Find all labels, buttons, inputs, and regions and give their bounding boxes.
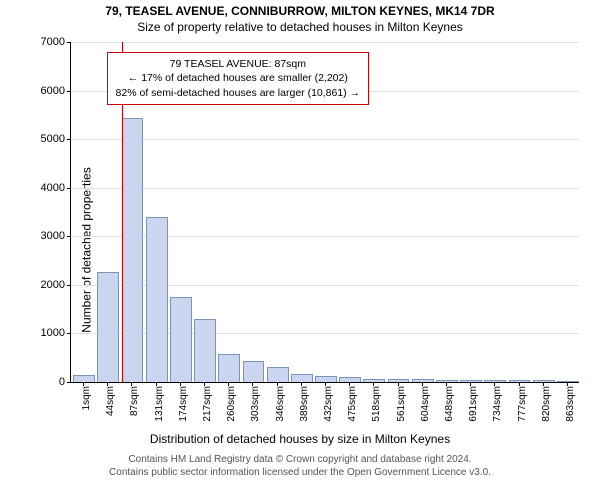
ytick-label: 4000 — [41, 182, 71, 194]
ytick-label: 1000 — [41, 327, 71, 339]
bar — [73, 375, 95, 382]
annotation-line: 79 TEASEL AVENUE: 87sqm — [116, 57, 361, 71]
xtick-label: 691sqm — [468, 386, 479, 422]
ytick-label: 3000 — [41, 230, 71, 242]
xtick-label: 863sqm — [565, 386, 576, 422]
annotation-box: 79 TEASEL AVENUE: 87sqm← 17% of detached… — [107, 52, 370, 105]
bar — [194, 319, 216, 382]
credits: Contains HM Land Registry data © Crown c… — [0, 454, 600, 479]
bar — [97, 272, 119, 382]
xtick-label: 432sqm — [323, 386, 334, 422]
xtick-label: 604sqm — [420, 386, 431, 422]
xtick-label: 518sqm — [371, 386, 382, 422]
chart-title-main: 79, TEASEL AVENUE, CONNIBURROW, MILTON K… — [0, 4, 600, 18]
bar — [122, 118, 144, 382]
xtick-label: 734sqm — [492, 386, 503, 422]
ytick-label: 7000 — [41, 36, 71, 48]
xtick-label: 44sqm — [105, 386, 116, 416]
gridline — [71, 42, 579, 43]
credit-line-1: Contains HM Land Registry data © Crown c… — [0, 454, 600, 467]
x-axis-label: Distribution of detached houses by size … — [0, 432, 600, 446]
xtick-label: 174sqm — [178, 386, 189, 422]
bar — [557, 381, 579, 382]
bar — [243, 361, 265, 382]
xtick-label: 648sqm — [444, 386, 455, 422]
xtick-label: 260sqm — [226, 386, 237, 422]
plot-area: 010002000300040005000600070001sqm44sqm87… — [70, 42, 579, 383]
xtick-label: 561sqm — [396, 386, 407, 422]
bar — [412, 379, 434, 382]
chart-title-sub: Size of property relative to detached ho… — [0, 20, 600, 34]
annotation-line: 82% of semi-detached houses are larger (… — [116, 86, 361, 100]
bar — [436, 380, 458, 382]
bar — [291, 374, 313, 382]
ytick-label: 0 — [59, 376, 71, 388]
bar — [146, 217, 168, 382]
xtick-label: 1sqm — [81, 386, 92, 410]
xtick-label: 87sqm — [129, 386, 140, 416]
gridline — [71, 139, 579, 140]
ytick-label: 6000 — [41, 85, 71, 97]
xtick-label: 131sqm — [154, 386, 165, 422]
ytick-label: 2000 — [41, 279, 71, 291]
xtick-label: 389sqm — [299, 386, 310, 422]
xtick-label: 346sqm — [275, 386, 286, 422]
credit-line-2: Contains public sector information licen… — [0, 467, 600, 480]
xtick-label: 303sqm — [250, 386, 261, 422]
bar — [267, 367, 289, 382]
bar — [170, 297, 192, 382]
xtick-label: 777sqm — [517, 386, 528, 422]
xtick-label: 820sqm — [541, 386, 552, 422]
xtick-label: 475sqm — [347, 386, 358, 422]
gridline — [71, 188, 579, 189]
bar — [218, 354, 240, 382]
xtick-label: 217sqm — [202, 386, 213, 422]
annotation-line: ← 17% of detached houses are smaller (2,… — [116, 71, 361, 85]
property-size-chart: 79, TEASEL AVENUE, CONNIBURROW, MILTON K… — [0, 0, 600, 500]
ytick-label: 5000 — [41, 133, 71, 145]
